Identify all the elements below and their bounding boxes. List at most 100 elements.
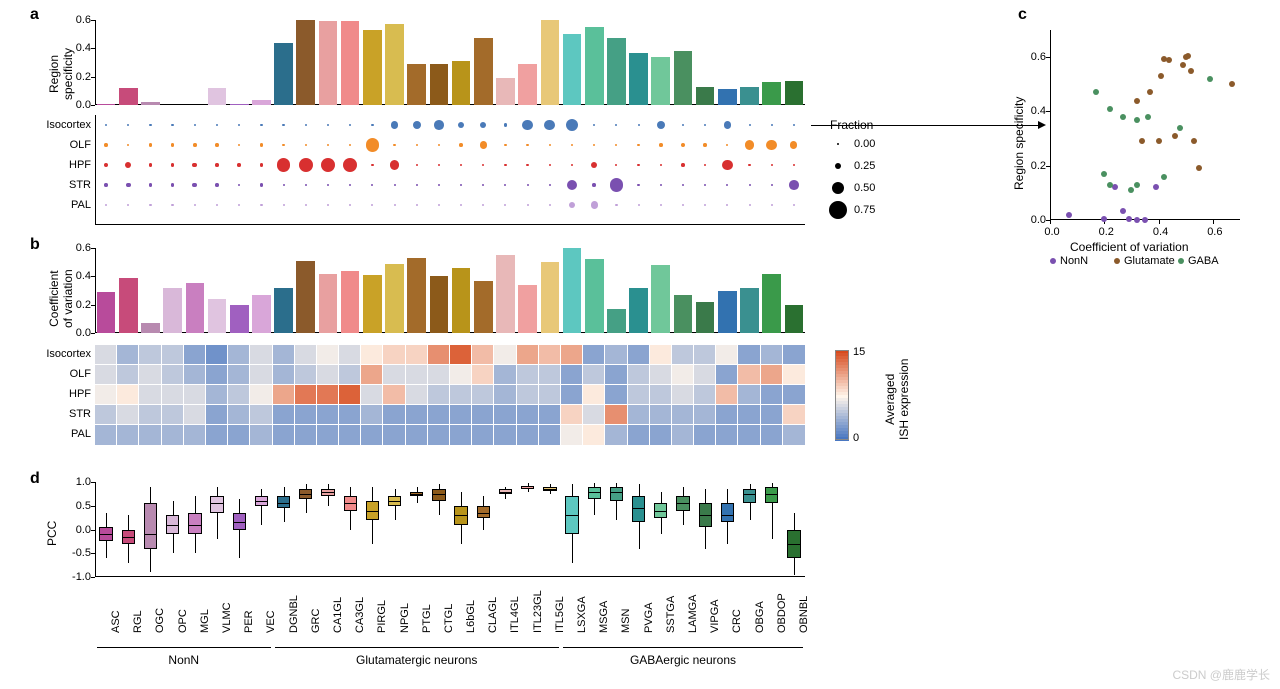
fraction-dot: [610, 178, 623, 191]
heat-cell: [317, 425, 339, 445]
heat-cell: [628, 385, 650, 405]
heat-cell: [428, 425, 450, 445]
xtick-label: OBDOP: [776, 593, 788, 633]
heat-cell: [184, 345, 206, 365]
heat-cell: [295, 345, 317, 365]
scatter-point: [1120, 208, 1126, 214]
fraction-dot: [260, 204, 262, 206]
heat-cell: [139, 405, 161, 425]
heat-cell: [605, 425, 627, 445]
heat-cell: [517, 425, 539, 445]
fraction-dot: [657, 121, 665, 129]
xtick-label: VEC: [265, 610, 277, 633]
fraction-dot: [749, 124, 751, 126]
xtick-label: MGL: [199, 609, 211, 633]
xtick-label: LSXGA: [576, 596, 588, 633]
heat-cell: [383, 385, 405, 405]
heat-cell: [339, 365, 361, 385]
heat-cell: [539, 345, 561, 365]
boxplot-box: [632, 496, 645, 522]
boxplot-box: [233, 513, 246, 530]
bar: [385, 264, 404, 333]
fraction-dot: [305, 124, 307, 126]
fraction-dot: [615, 204, 617, 206]
heat-cell: [317, 365, 339, 385]
heat-cell: [184, 365, 206, 385]
bar: [385, 24, 404, 105]
heat-cell: [583, 385, 605, 405]
heat-cell: [783, 405, 805, 425]
fraction-dot: [638, 124, 640, 126]
heat-cell: [406, 345, 428, 365]
boxplot-box: [210, 496, 223, 513]
fraction-dot: [171, 204, 173, 206]
fraction-dot: [305, 204, 307, 206]
heat-cell: [517, 405, 539, 425]
fraction-dot: [283, 204, 285, 206]
heat-cell: [117, 365, 139, 385]
heat-cell: [450, 425, 472, 445]
heat-cell: [295, 425, 317, 445]
heat-cell: [162, 385, 184, 405]
heat-cell: [716, 405, 738, 425]
heat-cell: [139, 345, 161, 365]
xtick-label: PVGA: [643, 602, 655, 633]
heat-cell: [583, 365, 605, 385]
fraction-dot: [393, 144, 395, 146]
heat-cell: [273, 365, 295, 385]
fraction-dot: [722, 160, 733, 171]
heat-cell: [250, 425, 272, 445]
xtick-label: DGNBL: [288, 595, 300, 633]
heat-cell: [494, 385, 516, 405]
fraction-dot: [416, 204, 418, 206]
boxplot-box: [610, 487, 623, 501]
heat-cell: [716, 365, 738, 385]
xtick-label: CTGL: [443, 604, 455, 633]
heat-cell: [738, 385, 760, 405]
fraction-dot: [703, 143, 707, 147]
fraction-dot: [571, 144, 573, 146]
heat-cell: [605, 405, 627, 425]
bar: [474, 281, 493, 333]
bar: [230, 305, 249, 333]
xtick-label: PIRGL: [376, 600, 388, 633]
bar: [740, 87, 759, 105]
fraction-dot: [434, 120, 444, 130]
heat-cell: [117, 405, 139, 425]
heat-cell: [472, 345, 494, 365]
heat-cell: [317, 345, 339, 365]
heat-cell: [517, 345, 539, 365]
fraction-dot: [416, 144, 418, 146]
heat-cell: [539, 405, 561, 425]
bar: [341, 21, 360, 105]
fraction-dot: [749, 184, 751, 186]
heat-cell: [184, 405, 206, 425]
fraction-dot: [527, 204, 529, 206]
scatter-point: [1134, 182, 1140, 188]
heat-cell: [561, 365, 583, 385]
fraction-dot: [771, 204, 773, 206]
fraction-dot: [480, 141, 487, 148]
heat-cell: [450, 405, 472, 425]
xtick-label: CRC: [731, 609, 743, 633]
scatter-point: [1107, 106, 1113, 112]
fraction-dot: [149, 163, 153, 167]
bar: [407, 64, 426, 105]
scatter-point: [1183, 54, 1189, 60]
boxplot-box: [277, 496, 290, 508]
fraction-dot: [748, 164, 750, 166]
fraction-dot: [327, 124, 329, 126]
heat-cell: [117, 385, 139, 405]
heat-cell: [95, 345, 117, 365]
heat-cell: [206, 365, 228, 385]
bar: [785, 305, 804, 333]
bar: [563, 34, 582, 105]
heat-cell: [539, 365, 561, 385]
heat-cell: [628, 345, 650, 365]
heat-cell: [605, 385, 627, 405]
heat-cell: [250, 385, 272, 405]
fraction-dot: [104, 143, 108, 147]
bar: [97, 292, 116, 333]
bar: [452, 268, 471, 333]
fraction-dot: [681, 163, 685, 167]
